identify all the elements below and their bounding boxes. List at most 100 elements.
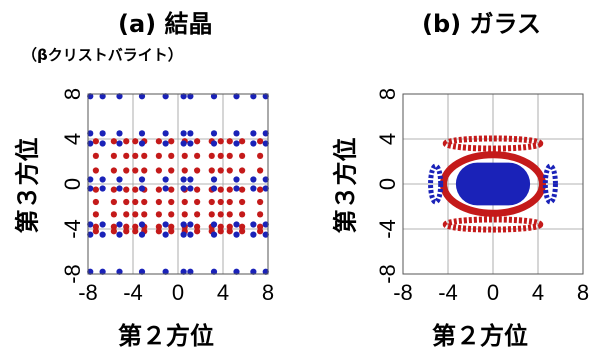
blue-point <box>87 185 94 192</box>
blue-point <box>180 185 187 192</box>
blue-point <box>162 268 169 275</box>
blue-point <box>99 231 106 238</box>
red-point <box>217 228 224 235</box>
panel-b-frame <box>402 93 584 275</box>
red-point <box>239 186 246 193</box>
x-tick-label: 0 <box>487 280 499 305</box>
red-point <box>110 198 117 206</box>
blue-point <box>116 140 123 147</box>
blue-point <box>138 231 146 238</box>
blue-point <box>180 176 187 183</box>
x-tick-label: 4 <box>532 280 544 305</box>
x-tick-label: 4 <box>217 280 229 305</box>
red-point <box>239 228 246 235</box>
red-point <box>92 228 99 235</box>
blue-point <box>99 130 106 137</box>
blue-point <box>262 93 269 100</box>
blue-point <box>262 185 269 192</box>
panel-b-plot: -8 -4 0 4 8 -8 -4 0 4 8 <box>375 88 589 305</box>
blue-point <box>87 130 94 137</box>
red-point <box>257 138 264 145</box>
red-point <box>257 167 264 174</box>
blue-point <box>250 130 257 137</box>
blue-point <box>99 93 106 100</box>
blue-point <box>210 231 218 238</box>
blue-point <box>99 140 106 147</box>
red-point <box>92 198 99 206</box>
red-point <box>123 198 130 206</box>
blue-point <box>180 221 187 228</box>
red-point <box>132 186 139 193</box>
blue-point <box>99 221 106 228</box>
blue-point <box>233 93 240 100</box>
red-point <box>257 228 264 235</box>
red-point <box>92 223 99 230</box>
blue-point <box>250 93 257 100</box>
red-point <box>168 152 175 159</box>
blue-point <box>233 268 240 275</box>
blue-point <box>262 140 269 147</box>
red-point <box>208 198 215 206</box>
red-point <box>217 186 224 193</box>
inner-ring <box>440 151 546 217</box>
blue-point <box>233 185 240 192</box>
blue-point <box>116 176 123 183</box>
panel-a-subtitle: （βクリストバライト） <box>22 46 183 64</box>
blue-point <box>187 140 194 147</box>
blue-point <box>262 176 269 183</box>
x-tick-label: -8 <box>393 280 413 305</box>
blue-point <box>99 268 106 275</box>
red-point <box>217 167 224 174</box>
red-point <box>132 198 139 206</box>
red-point <box>92 186 99 193</box>
blue-point <box>116 231 123 238</box>
red-point <box>123 211 130 218</box>
blue-point <box>162 176 169 183</box>
red-point <box>239 138 246 145</box>
red-point <box>181 167 188 174</box>
red-point <box>141 211 148 218</box>
x-tick-label: 8 <box>577 280 589 305</box>
panel-a-grid <box>88 94 268 274</box>
y-tick-label: -4 <box>375 219 400 239</box>
x-tick-label: -4 <box>438 280 458 305</box>
red-point <box>168 228 175 235</box>
y-tick-label: 8 <box>60 88 85 100</box>
red-point <box>123 152 130 159</box>
red-point <box>132 152 139 159</box>
blue-point <box>233 176 240 183</box>
red-point <box>217 198 224 206</box>
blue-point <box>187 176 194 183</box>
red-point <box>226 186 233 193</box>
y-tick-label: 4 <box>60 133 85 145</box>
blue-point <box>233 130 240 137</box>
red-point <box>110 228 117 235</box>
red-point <box>92 152 99 159</box>
blue-point <box>250 231 257 238</box>
red-point <box>132 167 139 174</box>
red-point <box>110 223 117 230</box>
red-point <box>123 223 130 230</box>
blue-point <box>250 185 257 192</box>
blue-point <box>87 231 94 238</box>
blue-point <box>187 93 194 100</box>
y-tick-label: -8 <box>375 264 400 284</box>
red-point <box>110 152 117 159</box>
panel-a-tick-labels: -8 -4 0 4 8 -8 -4 0 4 8 <box>60 88 274 305</box>
blue-point <box>180 130 187 137</box>
red-point <box>181 152 188 159</box>
blue-point <box>210 130 218 137</box>
red-point <box>194 186 201 193</box>
red-point <box>257 186 264 193</box>
red-point <box>155 152 162 159</box>
blue-point <box>116 268 123 275</box>
y-tick-label: 0 <box>375 178 400 190</box>
blue-point <box>180 231 187 238</box>
blue-point <box>162 140 169 147</box>
red-point <box>257 223 264 230</box>
panel-b-xlabel: 第２方位 <box>432 322 528 350</box>
red-point <box>123 138 130 145</box>
red-point <box>217 138 224 145</box>
red-point <box>123 167 130 174</box>
red-point <box>217 152 224 159</box>
